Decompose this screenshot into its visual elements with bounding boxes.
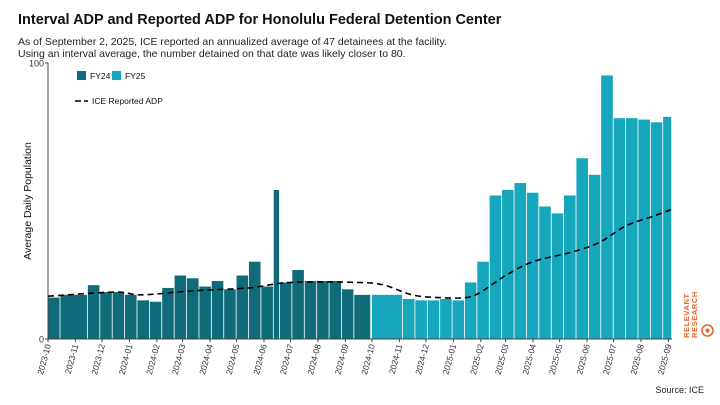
x-tick-label-2025-04: 2025-04 — [520, 343, 538, 376]
chart-title: Interval ADP and Reported ADP for Honolu… — [18, 12, 502, 28]
fy25-bar-11 — [514, 183, 527, 339]
x-tick-label-2024-10: 2024-10 — [359, 343, 377, 376]
fy25-bar-5 — [440, 298, 452, 339]
x-tick-label-2023-11: 2023-11 — [63, 343, 81, 375]
fy24-bar-2 — [60, 294, 88, 339]
fy24-bar-15 — [236, 275, 249, 339]
legend-label-reported-adp: ICE Reported ADP — [92, 96, 163, 106]
chart-subtitle-line-1: As of September 2, 2025, ICE reported an… — [18, 36, 447, 48]
fy24-bar-3 — [87, 285, 100, 339]
x-tick-label-2025-08: 2025-08 — [628, 343, 646, 376]
fy25-bar-21 — [638, 119, 650, 339]
x-tick-label-2024-11: 2024-11 — [387, 343, 405, 375]
fy25-bar-7 — [464, 282, 477, 339]
fy24-bar-11 — [186, 278, 199, 339]
fy24-bar-8 — [149, 301, 162, 339]
x-tick-labels: 2023-10 2023-11 2023-12 2024-01 2024-02 2024-… — [35, 339, 673, 376]
fy25-bar-3 — [415, 300, 427, 339]
x-tick-label-2025-06: 2025-06 — [574, 343, 592, 376]
fy24-bar-13 — [211, 281, 224, 339]
fy24-bar-25 — [354, 294, 371, 339]
y-axis-label: Average Daily Population — [22, 142, 34, 260]
fy25-bar-2 — [402, 298, 415, 339]
fy25-bar-13 — [539, 206, 551, 339]
legend: FY24 FY25 ICE Reported ADP — [75, 71, 163, 106]
legend-label-fy24: FY24 — [90, 71, 111, 81]
x-tick-label-2025-03: 2025-03 — [493, 343, 511, 376]
fy25-bar-1 — [371, 294, 403, 339]
x-tick-label-2023-10: 2023-10 — [35, 343, 53, 376]
x-tick-label-2024-07: 2024-07 — [278, 343, 296, 376]
fy24-bar-9 — [162, 287, 174, 339]
fy25-bar-22 — [650, 122, 663, 339]
x-tick-label-2024-09: 2024-09 — [333, 343, 351, 376]
fy24-bar-17 — [261, 286, 273, 339]
y-tick-label-100: 100 — [29, 59, 44, 69]
x-tick-label-2025-01: 2025-01 — [441, 343, 459, 376]
fy24-bar-14 — [224, 289, 236, 339]
fy25-bar-14 — [551, 213, 564, 339]
fy25-bar-4 — [427, 300, 440, 339]
fy24-bar-21 — [304, 281, 317, 339]
fy24-bar-18 — [273, 189, 280, 339]
reported-adp-line — [47, 208, 673, 299]
fy24-bar-6 — [125, 294, 137, 339]
reported-adp-line-layer — [47, 208, 673, 299]
x-tick-label-2025-07: 2025-07 — [601, 343, 619, 376]
fy25-bar-6 — [452, 300, 465, 339]
x-tick-label-2023-12: 2023-12 — [89, 343, 107, 376]
fy24-bar-5 — [112, 292, 125, 339]
fy24-bar-7 — [137, 300, 149, 339]
fy24-bar-23 — [329, 281, 342, 339]
fy24-bar-12 — [199, 286, 211, 339]
fy25-bar-17 — [588, 174, 601, 339]
fy25-bar-8 — [477, 261, 489, 339]
fy24-bar-19 — [279, 282, 292, 339]
chart-subtitle-line-2: Using an interval average, the number de… — [18, 48, 406, 60]
fy24-bar-24 — [341, 289, 354, 339]
fy25-bar-19 — [613, 118, 626, 339]
fy25-bar-18 — [601, 75, 613, 340]
x-tick-label-2024-12: 2024-12 — [413, 343, 431, 376]
x-tick-label-2024-05: 2024-05 — [224, 343, 242, 376]
fy25-bar-9 — [489, 195, 502, 339]
legend-swatch-fy24 — [77, 71, 86, 80]
brand-line-2: RESEARCH — [690, 291, 699, 338]
x-tick-label-2024-02: 2024-02 — [144, 343, 162, 376]
x-tick-label-2025-02: 2025-02 — [468, 343, 486, 376]
x-tick-label-2024-03: 2024-03 — [170, 343, 188, 376]
fy25-bar-23 — [663, 116, 672, 339]
fy24-bar-16 — [248, 261, 261, 339]
fy24-bar-1 — [48, 297, 60, 339]
fy24-bar-10 — [174, 275, 187, 339]
x-tick-label-2024-06: 2024-06 — [251, 343, 269, 376]
x-tick-label-2025-05: 2025-05 — [547, 343, 565, 376]
legend-swatch-fy25 — [112, 71, 121, 80]
y-tick-label-0: 0 — [39, 335, 44, 345]
x-tick-label-2024-01: 2024-01 — [117, 343, 135, 376]
fy25-bar-20 — [625, 118, 638, 339]
legend-label-fy25: FY25 — [125, 71, 146, 81]
bar-group — [48, 75, 672, 340]
fy25-bar-15 — [564, 195, 576, 339]
fy24-bar-22 — [317, 281, 329, 339]
x-tick-label-2025-09: 2025-09 — [656, 343, 674, 376]
brand-logo-icon — [701, 324, 714, 337]
fy24-bar-4 — [100, 292, 112, 339]
fy25-bar-10 — [502, 189, 514, 339]
x-tick-label-2024-08: 2024-08 — [305, 343, 323, 376]
axes: 0 100 Average Daily Population — [22, 59, 672, 345]
source-note: Source: ICE — [655, 385, 704, 395]
fy24-bar-20 — [292, 270, 304, 339]
brand-wordmark: RELEVANT RESEARCH — [682, 291, 699, 338]
x-tick-label-2024-04: 2024-04 — [197, 343, 215, 376]
fy25-bar-12 — [526, 192, 539, 339]
fy25-bar-16 — [576, 158, 588, 339]
